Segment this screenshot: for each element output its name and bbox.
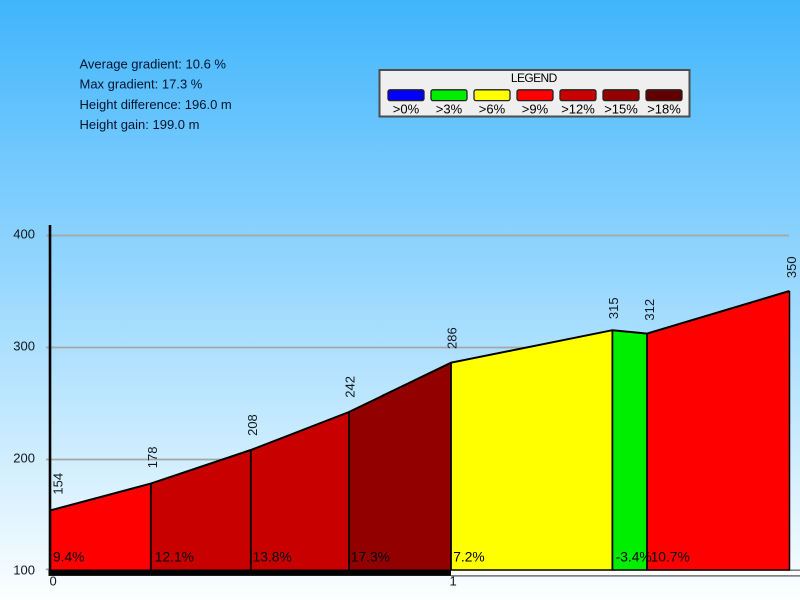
svg-text:9.4%: 9.4%: [53, 549, 84, 564]
svg-text:350: 350: [784, 256, 799, 278]
svg-text:13.8%: 13.8%: [253, 549, 292, 564]
svg-text:>15%: >15%: [604, 102, 638, 117]
svg-text:300: 300: [13, 338, 35, 353]
svg-text:-3.4%: -3.4%: [616, 549, 652, 564]
svg-text:200: 200: [13, 450, 35, 465]
svg-text:LEGEND: LEGEND: [511, 71, 558, 85]
svg-text:154: 154: [51, 473, 66, 495]
svg-text:>9%: >9%: [522, 102, 549, 117]
svg-text:100: 100: [13, 562, 35, 577]
svg-text:>12%: >12%: [561, 102, 595, 117]
svg-text:17.3%: 17.3%: [351, 549, 390, 564]
svg-text:>18%: >18%: [647, 102, 681, 117]
svg-text:315: 315: [606, 297, 621, 319]
svg-text:400: 400: [13, 226, 35, 241]
svg-text:312: 312: [642, 299, 657, 321]
svg-text:Height difference: 196.0 m: Height difference: 196.0 m: [80, 97, 232, 112]
svg-text:>3%: >3%: [436, 102, 463, 117]
svg-text:242: 242: [343, 376, 358, 398]
svg-text:7.2%: 7.2%: [453, 549, 484, 564]
svg-text:Max gradient: 17.3 %: Max gradient: 17.3 %: [80, 77, 203, 92]
svg-text:286: 286: [444, 327, 459, 349]
svg-text:12.1%: 12.1%: [155, 549, 194, 564]
svg-text:>6%: >6%: [479, 102, 506, 117]
svg-text:0: 0: [50, 573, 57, 588]
svg-text:>0%: >0%: [393, 102, 420, 117]
svg-text:Average gradient: 10.6 %: Average gradient: 10.6 %: [80, 57, 227, 72]
svg-text:178: 178: [145, 446, 160, 468]
svg-text:10.7%: 10.7%: [651, 549, 690, 564]
svg-text:1: 1: [450, 573, 457, 588]
svg-text:Height gain: 199.0 m: Height gain: 199.0 m: [80, 117, 200, 132]
svg-text:208: 208: [245, 414, 260, 436]
